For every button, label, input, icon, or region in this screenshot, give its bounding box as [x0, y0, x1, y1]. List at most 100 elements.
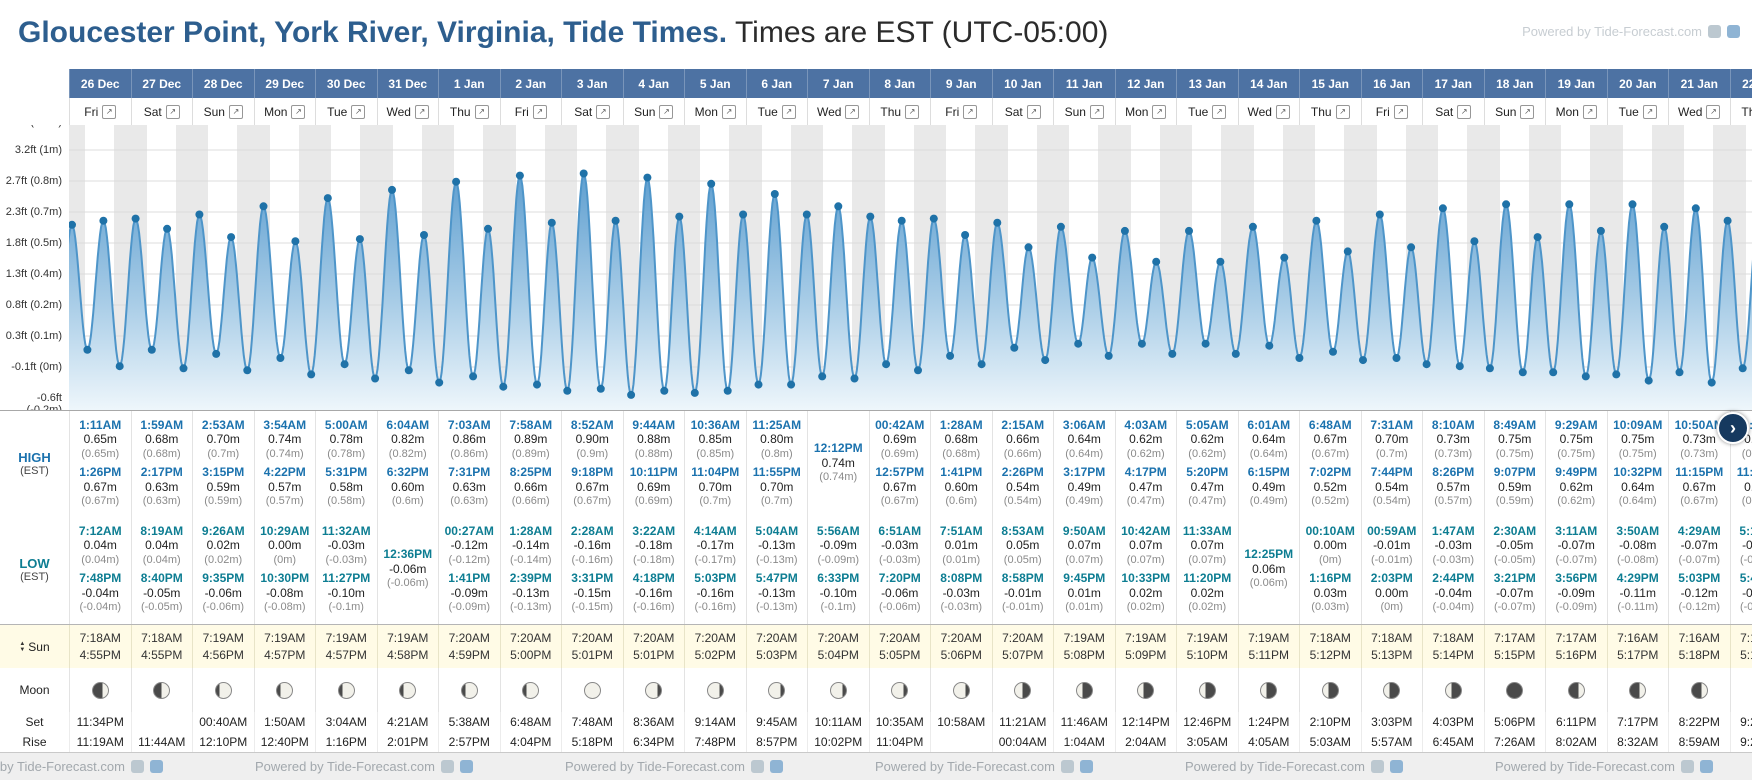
tide-extreme-dot: [961, 231, 970, 239]
low-tide-time: 00:59AM: [1367, 523, 1417, 538]
expand-day-icon[interactable]: ↗: [1582, 104, 1597, 119]
tide-extreme-dot: [1422, 360, 1431, 369]
tide-height: 0.85m: [698, 432, 732, 446]
expand-day-icon[interactable]: ↗: [963, 104, 978, 119]
moon-phase-icon: [214, 681, 232, 699]
tide-event: 2:30AM -0.05m (-0.05m): [1493, 524, 1536, 568]
expand-day-icon[interactable]: ↗: [291, 104, 306, 119]
moonset-time: 11:34PM: [76, 715, 124, 729]
moon-phase-icon: [399, 681, 417, 699]
moonset-time: 9:14AM: [694, 715, 736, 729]
expand-day-icon[interactable]: ↗: [1275, 104, 1290, 119]
tide-event: 6:15PM 0.49m (0.49m): [1248, 465, 1290, 509]
tide-height: 0.86m: [452, 432, 486, 446]
expand-day-icon[interactable]: ↗: [905, 104, 920, 119]
expand-day-icon[interactable]: ↗: [1457, 104, 1472, 119]
tide-height-alt: (0.64m): [1618, 495, 1657, 507]
expand-day-icon[interactable]: ↗: [845, 104, 860, 119]
expand-day-icon[interactable]: ↗: [532, 104, 547, 119]
moonrise-cell: 4:05AM: [1237, 732, 1300, 752]
expand-day-icon[interactable]: ↗: [721, 104, 736, 119]
watermark-app-icon: [769, 760, 783, 773]
expand-day-icon[interactable]: ↗: [781, 104, 796, 119]
expand-day-icon[interactable]: ↗: [351, 104, 366, 119]
weekday-cell: Fri ↗: [69, 98, 131, 125]
y-axis-label: 1.3ft (0.4m): [5, 268, 62, 280]
tide-extreme-dot: [929, 214, 938, 223]
expand-day-icon[interactable]: ↗: [414, 104, 429, 119]
expand-day-icon[interactable]: ↗: [1393, 104, 1408, 119]
moonset-time: 1:24PM: [1248, 715, 1290, 729]
tide-height-alt: (0.58m): [327, 495, 366, 507]
tide-extreme-dot: [818, 372, 827, 381]
expand-day-icon[interactable]: ↗: [228, 104, 243, 119]
tide-height: -0.01m: [1004, 585, 1042, 600]
y-axis-label: 2.7ft (0.8m): [5, 175, 62, 187]
tide-extreme-dot: [1329, 347, 1337, 356]
low-label: LOW: [19, 555, 50, 571]
high-tide-time: 5:05AM: [1185, 417, 1229, 432]
tide-extreme-dot: [627, 390, 636, 399]
low-tide-time: 10:29AM: [260, 523, 310, 538]
tide-height: 0.47m: [1190, 479, 1224, 494]
tide-extreme-dot: [914, 366, 922, 375]
tide-extreme-dot: [1596, 226, 1605, 235]
tide-height-alt: (-0.03m): [940, 601, 983, 613]
weekday-label: Sun: [203, 104, 225, 119]
sun-cell: 7:18AM 4:55PM: [69, 625, 131, 669]
moonrise-time: 3:05AM: [1186, 735, 1228, 749]
watermark-app-icon: [750, 760, 764, 773]
expand-day-icon[interactable]: ↗: [1212, 104, 1227, 119]
tide-height: -0.08m: [266, 585, 304, 600]
tide-height: 0.62m: [1129, 432, 1163, 446]
sun-cell: 7:19AM 5:10PM: [1176, 625, 1238, 669]
tide-height: -0.08m: [1619, 538, 1657, 552]
low-tide-time: 4:18PM: [632, 571, 675, 585]
expand-day-icon[interactable]: ↗: [1642, 104, 1657, 119]
tide-extreme-dot: [611, 216, 620, 225]
expand-day-icon[interactable]: ↗: [1520, 104, 1535, 119]
tide-extreme-dot: [834, 202, 843, 211]
moonset-cell: 10:58AM: [930, 712, 992, 732]
tide-height: 0.65m: [83, 432, 117, 446]
weekday-label: Wed: [1247, 104, 1272, 119]
sunset-time: 5:01PM: [571, 648, 613, 662]
low-tide-time: 1:47AM: [1431, 523, 1475, 538]
tide-extreme-dot: [754, 380, 763, 389]
expand-day-icon[interactable]: ↗: [1335, 104, 1350, 119]
moon-phase-icon: [1444, 681, 1462, 699]
date-header-cell: 20 Jan: [1606, 69, 1669, 98]
expand-day-icon[interactable]: ↗: [1089, 104, 1104, 119]
sun-cell: 7:19AM 4:58PM: [376, 625, 439, 669]
moon-phase-icon: [91, 681, 109, 699]
sunset-time: 4:55PM: [79, 648, 121, 662]
tide-height: -0.05m: [1742, 538, 1752, 552]
sunset-time: 5:11PM: [1248, 648, 1289, 662]
tide-height-alt: (0.89m): [511, 447, 550, 460]
tide-event: 10:30PM -0.08m (-0.08m): [260, 571, 309, 615]
sunset-time: 5:04PM: [817, 648, 859, 662]
weekday-cell: Tue ↗: [745, 98, 807, 125]
expand-day-icon[interactable]: ↗: [165, 104, 180, 119]
moonset-time: 11:46AM: [1060, 715, 1108, 729]
expand-day-icon[interactable]: ↗: [474, 104, 489, 119]
tide-height: 0.70m: [206, 432, 240, 446]
moon-cell: [930, 668, 992, 712]
tide-height: 0.88m: [637, 432, 671, 446]
sunset-time: 5:16PM: [1555, 648, 1597, 662]
moon-phase-icon: [1567, 681, 1585, 699]
expand-day-icon[interactable]: ↗: [596, 104, 611, 119]
expand-day-icon[interactable]: ↗: [1152, 104, 1167, 119]
expand-day-icon[interactable]: ↗: [1026, 104, 1041, 119]
high-tide-cell: 8:49AM 0.75m (0.75m) 9:07PM 0.59m (0.59m): [1483, 411, 1546, 515]
moonset-band: Set 11:34PM 00:40AM 1:50AM 3:04AM 4:21AM 5:38…: [0, 712, 1752, 732]
expand-day-icon[interactable]: ↗: [1706, 104, 1721, 119]
tide-height: 0.57m: [1436, 479, 1470, 494]
tide-event: 2:03PM 0.00m (0m): [1371, 571, 1413, 615]
low-tide-time: 00:27AM: [444, 523, 494, 538]
scroll-right-button[interactable]: ›: [1717, 412, 1749, 444]
expand-day-icon[interactable]: ↗: [659, 104, 674, 119]
tide-extreme-dot: [596, 384, 605, 393]
tide-event: 2:44PM -0.04m (-0.04m): [1432, 571, 1474, 615]
expand-day-icon[interactable]: ↗: [102, 104, 117, 119]
